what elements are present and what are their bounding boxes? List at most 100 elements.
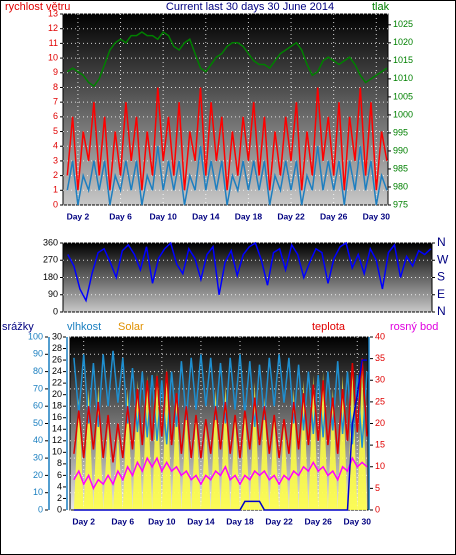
- y-tick-label: N: [437, 304, 446, 318]
- y-tick-label: 40: [33, 435, 43, 445]
- y-tick-label: 26: [52, 354, 62, 364]
- y-tick-label: 0: [375, 504, 380, 514]
- y-tick-label: 40: [375, 331, 385, 341]
- y-tick-label: 1005: [393, 91, 413, 101]
- y-tick-label: 30: [52, 331, 62, 341]
- y-tick-label: 6: [53, 111, 58, 121]
- y-tick-label: 11: [49, 38, 58, 48]
- y-tick-label: 0: [53, 306, 58, 316]
- x-tick-label: Day 22: [277, 211, 305, 221]
- series-line: [73, 350, 368, 448]
- y-tick-label: 90: [48, 289, 58, 299]
- series-line: [73, 456, 368, 491]
- y-tick-label: S: [437, 270, 445, 284]
- y-tick-label: W: [437, 252, 449, 266]
- x-tick-label: Day 10: [149, 211, 177, 221]
- y-tick-label: 1010: [393, 73, 413, 83]
- y-tick-label: 980: [393, 181, 408, 191]
- series-line: [67, 241, 432, 303]
- y-tick-label: 35: [375, 353, 385, 363]
- y-tick-label: 20: [33, 470, 43, 480]
- x-tick-label: Day 6: [111, 516, 134, 526]
- y-tick-label: 12: [48, 23, 58, 33]
- series-line: [73, 359, 367, 511]
- y-tick-label: E: [437, 287, 445, 301]
- series-label: Solar: [118, 321, 144, 333]
- y-tick-label: 30: [375, 375, 385, 385]
- x-tick-label: Day 30: [344, 516, 372, 526]
- y-tick-label: 30: [33, 452, 43, 462]
- y-tick-label: 90: [33, 349, 43, 359]
- y-tick-label: 16: [52, 412, 62, 422]
- y-tick-label: 0: [53, 199, 58, 209]
- y2-axis-label: tlak: [372, 1, 390, 13]
- y-tick-label: 50: [33, 418, 43, 428]
- x-tick-label: Day 18: [235, 211, 263, 221]
- x-tick-label: Day 26: [304, 516, 332, 526]
- series-label: srážky: [2, 321, 34, 333]
- y-tick-label: 995: [393, 127, 408, 137]
- y-tick-label: 22: [52, 378, 62, 388]
- y-tick-label: 28: [52, 343, 62, 353]
- y-tick-label: 10: [48, 52, 58, 62]
- y-tick-label: 270: [43, 255, 58, 265]
- y-tick-label: 24: [52, 366, 62, 376]
- series-label: teplota: [312, 321, 346, 333]
- y-tick-label: 5: [375, 483, 380, 493]
- y-tick-label: 1: [53, 185, 58, 195]
- series-line: [66, 87, 388, 191]
- x-tick-label: Day 30: [363, 211, 391, 221]
- y-tick-label: 100: [28, 331, 43, 341]
- y-tick-label: 5: [53, 126, 58, 136]
- y-tick-label: 25: [375, 396, 385, 406]
- y-tick-label: 8: [57, 458, 62, 468]
- y-tick-label: 12: [52, 435, 62, 445]
- y-tick-label: 13: [48, 8, 58, 18]
- x-tick-label: Day 2: [67, 211, 90, 221]
- series-line: [73, 358, 368, 463]
- y-tick-label: 9: [53, 67, 58, 77]
- y-axis-label: rychlost větru: [5, 1, 70, 13]
- series-line: [66, 30, 388, 88]
- x-tick-label: Day 10: [148, 516, 176, 526]
- x-tick-label: Day 14: [187, 516, 215, 526]
- y-tick-label: 20: [52, 389, 62, 399]
- y-tick-label: 10: [375, 461, 385, 471]
- y-tick-label: 2: [57, 493, 62, 503]
- y-tick-label: 1020: [393, 37, 413, 47]
- y-tick-label: 10: [33, 487, 43, 497]
- y-tick-label: 18: [52, 401, 62, 411]
- y-tick-label: 1015: [393, 55, 413, 65]
- y-tick-label: 15: [375, 440, 385, 450]
- series-label: rosný bod: [390, 321, 438, 333]
- y-tick-label: 4: [53, 141, 58, 151]
- y-tick-label: 10: [52, 447, 62, 457]
- y-tick-label: 975: [393, 199, 408, 209]
- x-tick-label: Day 6: [109, 211, 132, 221]
- y-tick-label: 70: [33, 383, 43, 393]
- y-tick-label: 990: [393, 145, 408, 155]
- x-tick-label: Day 2: [72, 516, 95, 526]
- y-tick-label: 2: [53, 170, 58, 180]
- y-tick-label: 80: [33, 366, 43, 376]
- y-tick-label: 985: [393, 163, 408, 173]
- y-tick-label: 7: [53, 97, 58, 107]
- y-tick-label: 180: [43, 272, 58, 282]
- x-tick-label: Day 14: [192, 211, 220, 221]
- y-tick-label: 20: [375, 418, 385, 428]
- series-line: [66, 146, 388, 206]
- x-tick-label: Day 22: [265, 516, 293, 526]
- y-tick-label: 360: [43, 237, 58, 247]
- y-tick-label: 6: [57, 470, 62, 480]
- x-tick-label: Day 18: [226, 516, 254, 526]
- y-tick-label: 60: [33, 401, 43, 411]
- y-tick-label: 4: [57, 481, 62, 491]
- x-tick-label: Day 26: [320, 211, 348, 221]
- y-tick-label: 8: [53, 82, 58, 92]
- chart-title: Current last 30 days 30 June 2014: [166, 1, 334, 13]
- y-tick-label: 14: [52, 424, 62, 434]
- area: [73, 364, 368, 510]
- y-tick-label: N: [437, 235, 446, 249]
- y-tick-label: 3: [53, 155, 58, 165]
